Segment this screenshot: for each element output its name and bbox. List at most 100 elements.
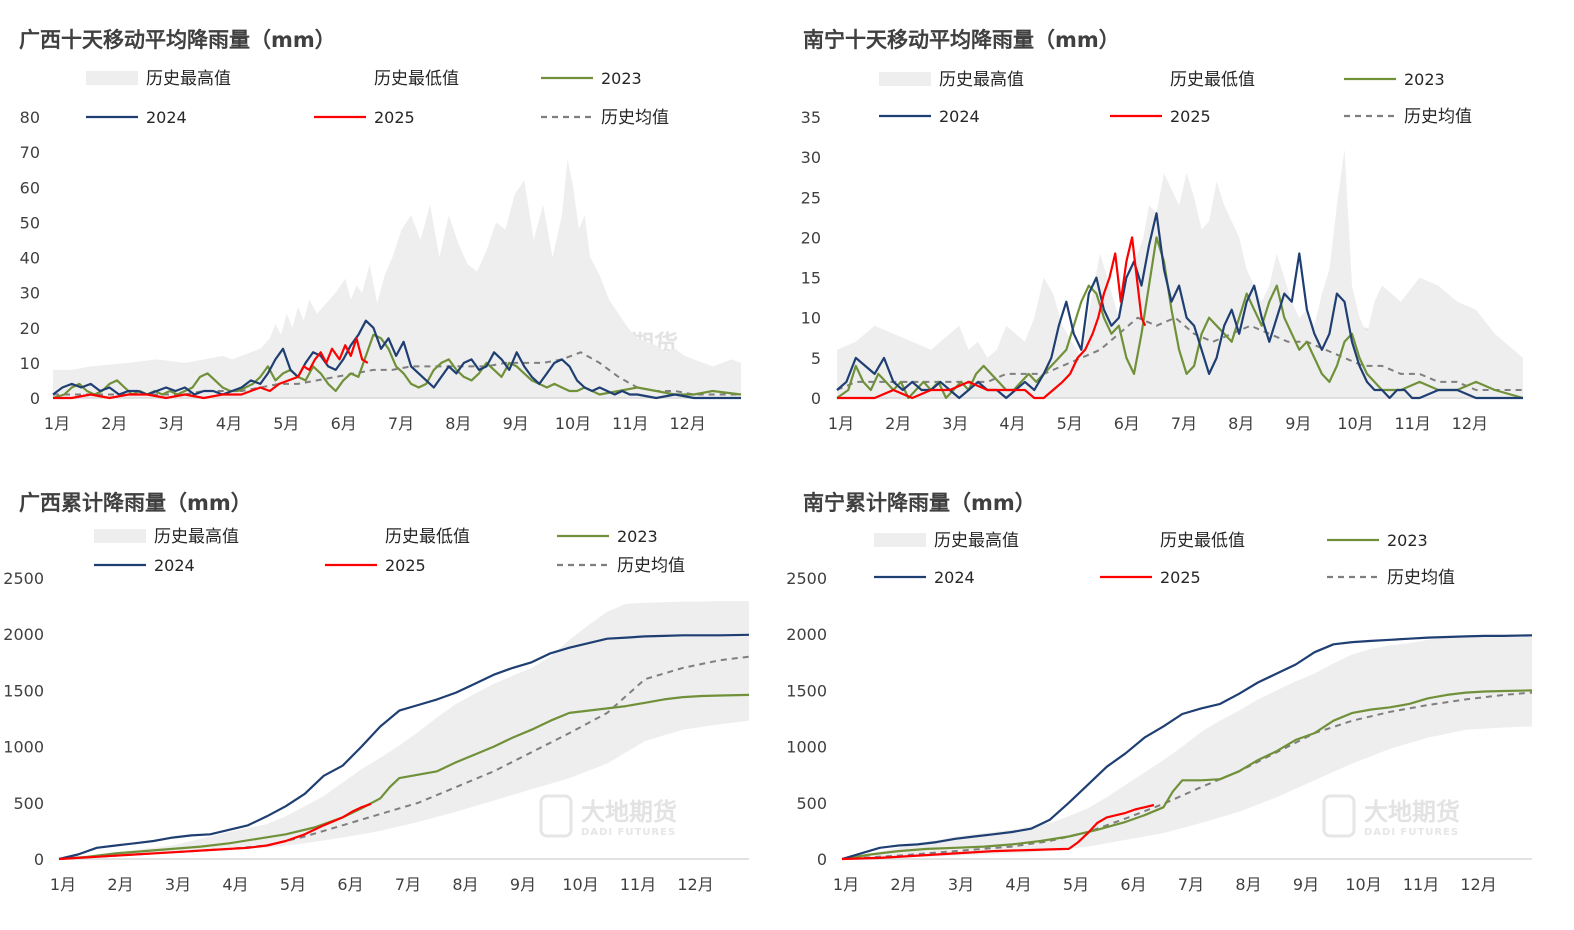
x-tick-label: 2月 xyxy=(101,414,127,433)
legend-label-max: 历史最高值 xyxy=(154,527,239,547)
x-tick-label: 6月 xyxy=(331,414,357,433)
x-tick-label: 4月 xyxy=(999,414,1025,433)
chart-title: 广西累计降雨量（mm） xyxy=(19,491,252,515)
x-tick-label: 2月 xyxy=(107,875,133,894)
legend-label-max: 历史最高值 xyxy=(146,69,231,89)
y-tick-label: 500 xyxy=(796,794,827,813)
y-tick-label: 35 xyxy=(801,108,821,127)
watermark-name: 大地期货 xyxy=(581,798,677,826)
series-line-y2025 xyxy=(837,236,1147,400)
x-tick-label: 8月 xyxy=(1228,414,1254,433)
x-tick-label: 10月 xyxy=(1337,414,1373,433)
legend-item-y2023: 2023 xyxy=(541,69,642,88)
y-tick-label: 5 xyxy=(811,349,821,368)
legend-item-y2024: 2024 xyxy=(94,556,195,575)
legend-label-y2023: 2023 xyxy=(617,527,658,546)
x-tick-label: 7月 xyxy=(395,875,421,894)
y-tick-label: 30 xyxy=(20,284,40,303)
x-tick-label: 3月 xyxy=(942,414,968,433)
x-tick-label: 9月 xyxy=(1285,414,1311,433)
series-line-y2023 xyxy=(836,236,1524,400)
historical-max-area xyxy=(842,634,1532,859)
x-tick-label: 12月 xyxy=(1452,414,1488,433)
legend-label-y2024: 2024 xyxy=(154,556,195,575)
x-tick-label: 5月 xyxy=(1063,875,1089,894)
legend-item-avg: 历史均值 xyxy=(1327,568,1455,588)
y-tick-label: 80 xyxy=(20,108,40,127)
x-tick-label: 10月 xyxy=(562,875,598,894)
panel-guangxi-cumulative: 广西累计降雨量（mm） 大地期货 DADI FUTURES 0 500 1000 1500… xyxy=(0,465,787,930)
y-tick-label: 1000 xyxy=(3,738,44,757)
x-tick-label: 11月 xyxy=(620,875,656,894)
x-tick-label: 7月 xyxy=(1171,414,1197,433)
series-line-avg xyxy=(836,316,1523,391)
x-tick-label: 5月 xyxy=(1057,414,1083,433)
x-tick-label: 1月 xyxy=(44,414,70,433)
legend-item-y2025: 2025 xyxy=(314,108,415,127)
legend-item-max: 历史最高值 xyxy=(874,531,1019,551)
legend-item-y2024: 2024 xyxy=(86,108,187,127)
x-tick-label: 1月 xyxy=(828,414,854,433)
legend-label-min: 历史最低值 xyxy=(374,69,459,89)
historical-max-area xyxy=(837,149,1523,398)
legend-item-min: 历史最低值 xyxy=(1100,531,1245,551)
legend-item-y2024: 2024 xyxy=(874,568,975,587)
x-tick-label: 6月 xyxy=(1114,414,1140,433)
legend-label-y2025: 2025 xyxy=(385,556,426,575)
x-tick-label: 7月 xyxy=(388,414,414,433)
x-tick-label: 5月 xyxy=(273,414,299,433)
x-tick-label: 2月 xyxy=(885,414,911,433)
x-tick-label: 10月 xyxy=(1345,875,1381,894)
series-line-avg xyxy=(53,351,741,396)
series-line-y2025 xyxy=(841,803,1155,861)
legend-label-y2024: 2024 xyxy=(146,108,187,127)
legend-label-y2025: 2025 xyxy=(1160,568,1201,587)
watermark-logo-icon xyxy=(539,794,573,838)
series-line-y2024 xyxy=(58,633,750,861)
y-tick-label: 1500 xyxy=(3,681,44,700)
legend-item-avg: 历史均值 xyxy=(557,556,685,576)
y-tick-label: 2000 xyxy=(3,625,44,644)
y-tick-label: 25 xyxy=(801,188,821,207)
x-tick-label: 6月 xyxy=(337,875,363,894)
legend-swatch-max xyxy=(86,71,138,85)
legend-item-max: 历史最高值 xyxy=(94,527,239,547)
legend-label-y2023: 2023 xyxy=(1387,531,1428,550)
legend-item-avg: 历史均值 xyxy=(1344,107,1472,127)
legend-item-avg: 历史均值 xyxy=(541,108,669,128)
legend-label-y2024: 2024 xyxy=(939,107,980,126)
legend-label-y2024: 2024 xyxy=(934,568,975,587)
legend-item-min: 历史最低值 xyxy=(325,527,470,547)
x-tick-label: 4月 xyxy=(222,875,248,894)
historical-max-area xyxy=(53,159,741,398)
legend-label-avg: 历史均值 xyxy=(1387,568,1455,588)
x-tick-label: 3月 xyxy=(165,875,191,894)
legend-label-min: 历史最低值 xyxy=(1160,531,1245,551)
x-tick-label: 4月 xyxy=(216,414,242,433)
chart-title: 南宁累计降雨量（mm） xyxy=(803,491,1036,515)
legend-item-y2025: 2025 xyxy=(1110,107,1211,126)
y-tick-label: 30 xyxy=(801,148,821,167)
legend-item-y2025: 2025 xyxy=(1100,568,1201,587)
y-tick-label: 1500 xyxy=(786,681,827,700)
legend-item-min: 历史最低值 xyxy=(1110,70,1255,90)
legend-label-y2023: 2023 xyxy=(1404,70,1445,89)
legend-label-avg: 历史均值 xyxy=(601,108,669,128)
legend-item-max: 历史最高值 xyxy=(86,69,231,89)
legend-swatch-max xyxy=(94,529,146,543)
legend-swatch-min xyxy=(325,529,377,543)
watermark-en: DADI FUTURES xyxy=(1364,827,1459,838)
chart-title: 广西十天移动平均降雨量（mm） xyxy=(19,28,336,52)
series-line-y2023 xyxy=(841,689,1533,861)
y-tick-label: 70 xyxy=(20,143,40,162)
x-tick-label: 11月 xyxy=(1394,414,1430,433)
legend-item-y2024: 2024 xyxy=(879,107,980,126)
x-tick-label: 6月 xyxy=(1120,875,1146,894)
